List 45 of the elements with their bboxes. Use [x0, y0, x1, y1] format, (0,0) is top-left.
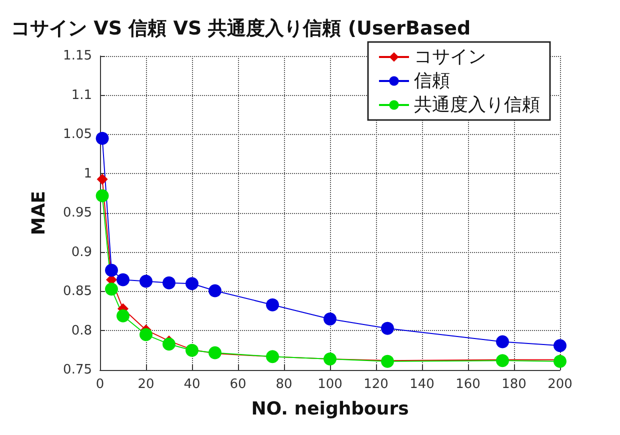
point	[116, 309, 130, 322]
point	[116, 273, 130, 286]
x-tick-label: 80	[276, 377, 292, 392]
point	[208, 284, 222, 298]
y-axis-title: MAE	[28, 190, 50, 236]
point	[105, 264, 118, 277]
y-tick-label: 0.95	[63, 206, 92, 220]
point	[96, 189, 109, 202]
x-tick-label: 60	[230, 377, 246, 392]
point	[324, 312, 336, 326]
y-tick-label: 0.75	[63, 362, 92, 378]
chart-title: コサイン VS 信頼 VS 共通度入り信頼 (UserBased	[11, 18, 471, 40]
point	[96, 174, 108, 185]
y-tick-label: 1.1	[71, 88, 92, 103]
point	[140, 274, 152, 288]
point	[162, 276, 176, 290]
point	[105, 282, 118, 296]
y-tick-label: 0.8	[71, 323, 92, 338]
point	[496, 335, 509, 348]
legend-label: 共通度入り信頼	[414, 94, 540, 116]
y-tick-label: 1	[84, 166, 92, 182]
point	[96, 132, 109, 145]
point	[162, 338, 176, 351]
x-tick-label: 160	[456, 377, 480, 392]
legend-label: 信頼	[414, 70, 450, 92]
x-tick-label: 180	[502, 377, 526, 392]
point	[554, 339, 566, 352]
point	[381, 322, 394, 335]
x-tick-label: 120	[364, 377, 388, 392]
point	[266, 298, 279, 312]
x-tick-label: 20	[138, 377, 154, 392]
x-axis-title: NO. neighbours	[251, 398, 409, 420]
x-tick-label: 200	[548, 377, 572, 392]
y-tick-label: 0.85	[63, 284, 92, 299]
x-tick-label: 140	[410, 377, 434, 392]
point	[554, 354, 566, 368]
y-tick-label: 1.05	[63, 127, 92, 142]
x-tick-label: 0	[96, 377, 104, 392]
point	[140, 328, 152, 342]
legend-label: コサイン	[414, 46, 486, 68]
x-tick-label: 100	[318, 377, 342, 392]
y-tick-label: 0.9	[71, 244, 92, 260]
point	[186, 277, 198, 290]
y-tick-label: 1.15	[63, 48, 92, 64]
x-tick-label: 40	[184, 377, 200, 392]
